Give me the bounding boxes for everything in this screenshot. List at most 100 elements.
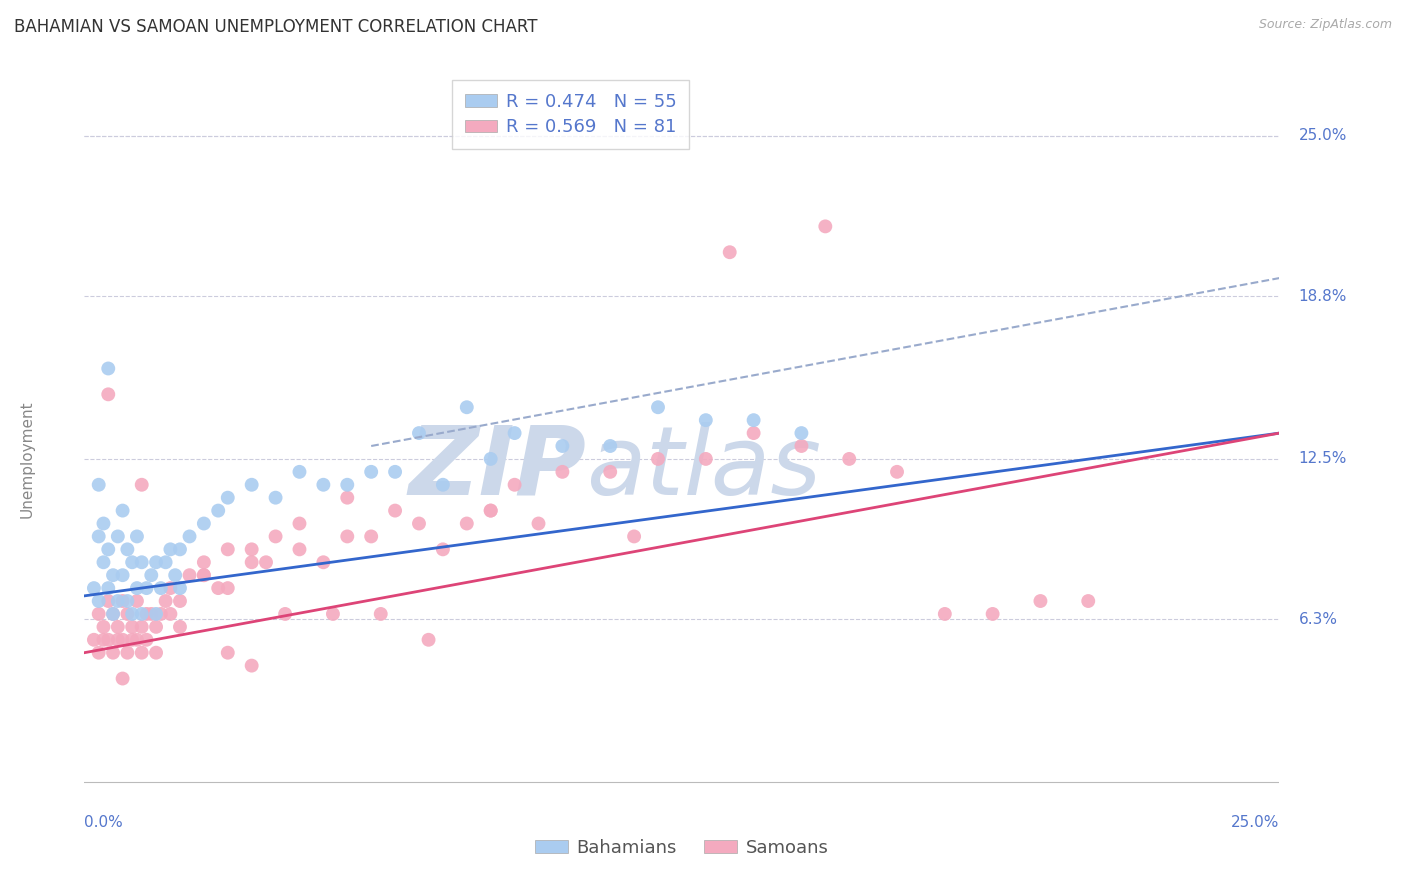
Point bbox=[179, 568, 201, 582]
Point bbox=[432, 477, 454, 491]
Point bbox=[169, 581, 191, 595]
Point bbox=[193, 568, 215, 582]
Point bbox=[135, 607, 157, 621]
Point bbox=[159, 542, 181, 557]
Point bbox=[254, 555, 277, 569]
Point bbox=[288, 542, 311, 557]
Text: ZIP: ZIP bbox=[408, 422, 586, 515]
Point bbox=[97, 387, 120, 401]
Point bbox=[135, 632, 157, 647]
Text: 25.0%: 25.0% bbox=[1299, 128, 1347, 144]
Point bbox=[742, 426, 765, 441]
Point bbox=[336, 477, 359, 491]
Point bbox=[141, 568, 163, 582]
Point bbox=[336, 491, 359, 505]
Text: BAHAMIAN VS SAMOAN UNEMPLOYMENT CORRELATION CHART: BAHAMIAN VS SAMOAN UNEMPLOYMENT CORRELAT… bbox=[14, 18, 537, 36]
Point bbox=[240, 658, 263, 673]
Point bbox=[814, 219, 837, 234]
Point bbox=[83, 632, 105, 647]
Text: 0.0%: 0.0% bbox=[84, 815, 124, 830]
Point bbox=[97, 581, 120, 595]
Point bbox=[169, 594, 191, 608]
Point bbox=[370, 607, 392, 621]
Point bbox=[131, 607, 153, 621]
Point bbox=[101, 646, 124, 660]
Point bbox=[111, 594, 134, 608]
Point bbox=[149, 581, 172, 595]
Point bbox=[217, 646, 239, 660]
Point bbox=[384, 503, 406, 517]
Point bbox=[131, 620, 153, 634]
Point bbox=[87, 594, 110, 608]
Point bbox=[125, 632, 148, 647]
Point bbox=[97, 542, 120, 557]
Point bbox=[93, 555, 115, 569]
Point bbox=[131, 477, 153, 491]
Point bbox=[647, 401, 669, 415]
Point bbox=[159, 607, 181, 621]
Point bbox=[695, 451, 717, 466]
Point bbox=[117, 646, 139, 660]
Point bbox=[193, 568, 215, 582]
Point bbox=[418, 632, 440, 647]
Point bbox=[117, 594, 139, 608]
Point bbox=[121, 620, 143, 634]
Point bbox=[217, 581, 239, 595]
Point bbox=[695, 413, 717, 427]
Point bbox=[456, 401, 478, 415]
Point bbox=[432, 542, 454, 557]
Point bbox=[384, 465, 406, 479]
Text: 6.3%: 6.3% bbox=[1299, 612, 1337, 626]
Point bbox=[742, 413, 765, 427]
Point bbox=[97, 594, 120, 608]
Point bbox=[169, 620, 191, 634]
Legend: Bahamians, Samoans: Bahamians, Samoans bbox=[529, 831, 835, 864]
Point bbox=[217, 491, 239, 505]
Point bbox=[288, 516, 311, 531]
Point bbox=[408, 426, 430, 441]
Point bbox=[240, 542, 263, 557]
Point bbox=[121, 632, 143, 647]
Point bbox=[101, 568, 124, 582]
Point bbox=[107, 529, 129, 543]
Point bbox=[145, 607, 167, 621]
Point bbox=[87, 529, 110, 543]
Point bbox=[623, 529, 645, 543]
Point bbox=[159, 581, 181, 595]
Point bbox=[111, 503, 134, 517]
Point bbox=[107, 632, 129, 647]
Point bbox=[647, 451, 669, 466]
Point bbox=[838, 451, 860, 466]
Point bbox=[93, 620, 115, 634]
Point bbox=[360, 529, 382, 543]
Text: 12.5%: 12.5% bbox=[1299, 451, 1347, 467]
Point bbox=[193, 555, 215, 569]
Point bbox=[149, 607, 172, 621]
Point bbox=[718, 245, 741, 260]
Point bbox=[117, 542, 139, 557]
Point bbox=[217, 542, 239, 557]
Point bbox=[131, 646, 153, 660]
Point bbox=[207, 581, 229, 595]
Point bbox=[479, 451, 502, 466]
Point bbox=[93, 516, 115, 531]
Point bbox=[274, 607, 297, 621]
Point bbox=[336, 529, 359, 543]
Point bbox=[264, 491, 287, 505]
Point bbox=[87, 607, 110, 621]
Point bbox=[264, 529, 287, 543]
Text: Unemployment: Unemployment bbox=[20, 401, 35, 517]
Point bbox=[886, 465, 908, 479]
Point bbox=[117, 607, 139, 621]
Point bbox=[145, 646, 167, 660]
Point bbox=[125, 594, 148, 608]
Point bbox=[97, 632, 120, 647]
Point bbox=[145, 555, 167, 569]
Point bbox=[288, 465, 311, 479]
Point bbox=[111, 672, 134, 686]
Point bbox=[312, 555, 335, 569]
Point bbox=[408, 516, 430, 531]
Point bbox=[179, 529, 201, 543]
Point bbox=[155, 594, 177, 608]
Point bbox=[240, 555, 263, 569]
